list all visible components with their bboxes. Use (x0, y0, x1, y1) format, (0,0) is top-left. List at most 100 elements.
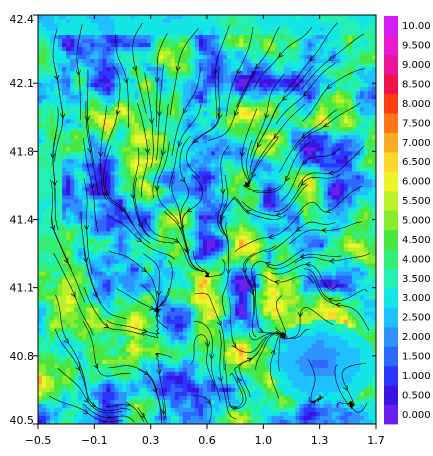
heatmap-cell (247, 211, 252, 217)
heatmap-cell (138, 179, 144, 185)
heatmap-cell (351, 27, 357, 32)
heatmap-cell (74, 91, 79, 96)
heatmap-cell (371, 15, 376, 20)
heatmap-cell (110, 227, 116, 233)
heatmap-cell (178, 235, 184, 241)
heatmap-cell (303, 19, 309, 24)
heatmap-cell (134, 143, 140, 148)
heatmap-cell (102, 87, 107, 92)
heatmap-cell (343, 247, 349, 253)
heatmap-cell (307, 119, 313, 124)
heatmap-cell (207, 247, 212, 253)
heatmap-cell (295, 159, 301, 164)
heatmap-cell (347, 91, 353, 96)
heatmap-cell (170, 131, 176, 136)
heatmap-cell (275, 199, 281, 205)
heatmap-cell (122, 183, 128, 189)
heatmap-cell (186, 211, 192, 217)
heatmap-cell (223, 71, 228, 76)
heatmap-cell (355, 187, 361, 193)
heatmap-cell (215, 247, 220, 253)
heatmap-cell (66, 63, 71, 68)
heatmap-cell (42, 151, 47, 156)
heatmap-cell (331, 91, 337, 96)
heatmap-cell (114, 43, 120, 48)
heatmap-cell (202, 27, 208, 32)
heatmap-cell (146, 31, 152, 36)
heatmap-cell (110, 163, 116, 168)
heatmap-cell (359, 123, 365, 128)
heatmap-cell (279, 195, 285, 201)
heatmap-cell (146, 143, 152, 148)
heatmap-cell (271, 139, 276, 144)
heatmap-cell (363, 111, 369, 116)
heatmap-cell (347, 15, 353, 20)
heatmap-cell (335, 31, 341, 36)
heatmap-cell (351, 139, 357, 144)
heatmap-cell (339, 199, 345, 205)
heatmap-cell (82, 99, 87, 104)
heatmap-cell (359, 19, 365, 24)
heatmap-cell (162, 179, 168, 185)
heatmap-cell (162, 83, 168, 88)
heatmap-cell (134, 51, 140, 56)
heatmap-cell (106, 195, 112, 201)
heatmap-cell (194, 115, 200, 120)
heatmap-cell (291, 59, 297, 64)
heatmap-cell (267, 155, 272, 160)
heatmap-cell (231, 171, 236, 176)
heatmap-cell (363, 139, 369, 144)
heatmap-cell (162, 95, 168, 100)
heatmap-cell (307, 215, 313, 221)
heatmap-cell (114, 23, 120, 28)
heatmap-cell (42, 175, 47, 180)
heatmap-cell (166, 107, 172, 112)
heatmap-cell (323, 159, 329, 164)
heatmap-cell (70, 91, 75, 96)
heatmap-cell (243, 171, 248, 176)
heatmap-cell (186, 215, 192, 221)
heatmap-cell (351, 103, 357, 108)
heatmap-cell (271, 39, 276, 44)
heatmap-cell (38, 119, 43, 124)
heatmap-cell (259, 151, 264, 156)
heatmap-cell (251, 23, 256, 28)
heatmap-cell (251, 103, 256, 108)
heatmap-cell (267, 19, 272, 24)
heatmap-cell (38, 163, 43, 168)
heatmap-cell (106, 247, 112, 253)
heatmap-cell (267, 23, 272, 28)
heatmap-cell (138, 135, 144, 140)
heatmap-cell (114, 119, 120, 124)
heatmap-cell (271, 207, 276, 213)
heatmap-cell (247, 227, 252, 233)
heatmap-cell (134, 171, 140, 176)
heatmap-cell (355, 115, 361, 120)
heatmap-cell (174, 179, 180, 185)
heatmap-cell (283, 47, 289, 52)
heatmap-cell (291, 235, 297, 241)
heatmap-cell (158, 31, 164, 36)
heatmap-cell (311, 131, 317, 136)
heatmap-cell (251, 67, 256, 72)
heatmap-cell (311, 83, 317, 88)
heatmap-cell (231, 67, 236, 72)
heatmap-cell (54, 103, 59, 108)
heatmap-cell (259, 87, 264, 92)
heatmap-cell (114, 55, 120, 60)
heatmap-cell (54, 251, 59, 257)
heatmap-cell (343, 115, 349, 120)
heatmap-cell (231, 107, 236, 112)
heatmap-cell (227, 215, 232, 221)
heatmap-cell (331, 35, 337, 40)
heatmap-cell (247, 123, 252, 128)
heatmap-cell (50, 163, 55, 168)
heatmap-cell (198, 35, 204, 40)
heatmap-cell (150, 23, 156, 28)
heatmap-cell (299, 139, 305, 144)
heatmap-cell (134, 115, 140, 120)
heatmap-cell (138, 227, 144, 233)
heatmap-cell (311, 127, 317, 132)
heatmap-cell (251, 207, 256, 213)
heatmap-cell (146, 19, 152, 24)
